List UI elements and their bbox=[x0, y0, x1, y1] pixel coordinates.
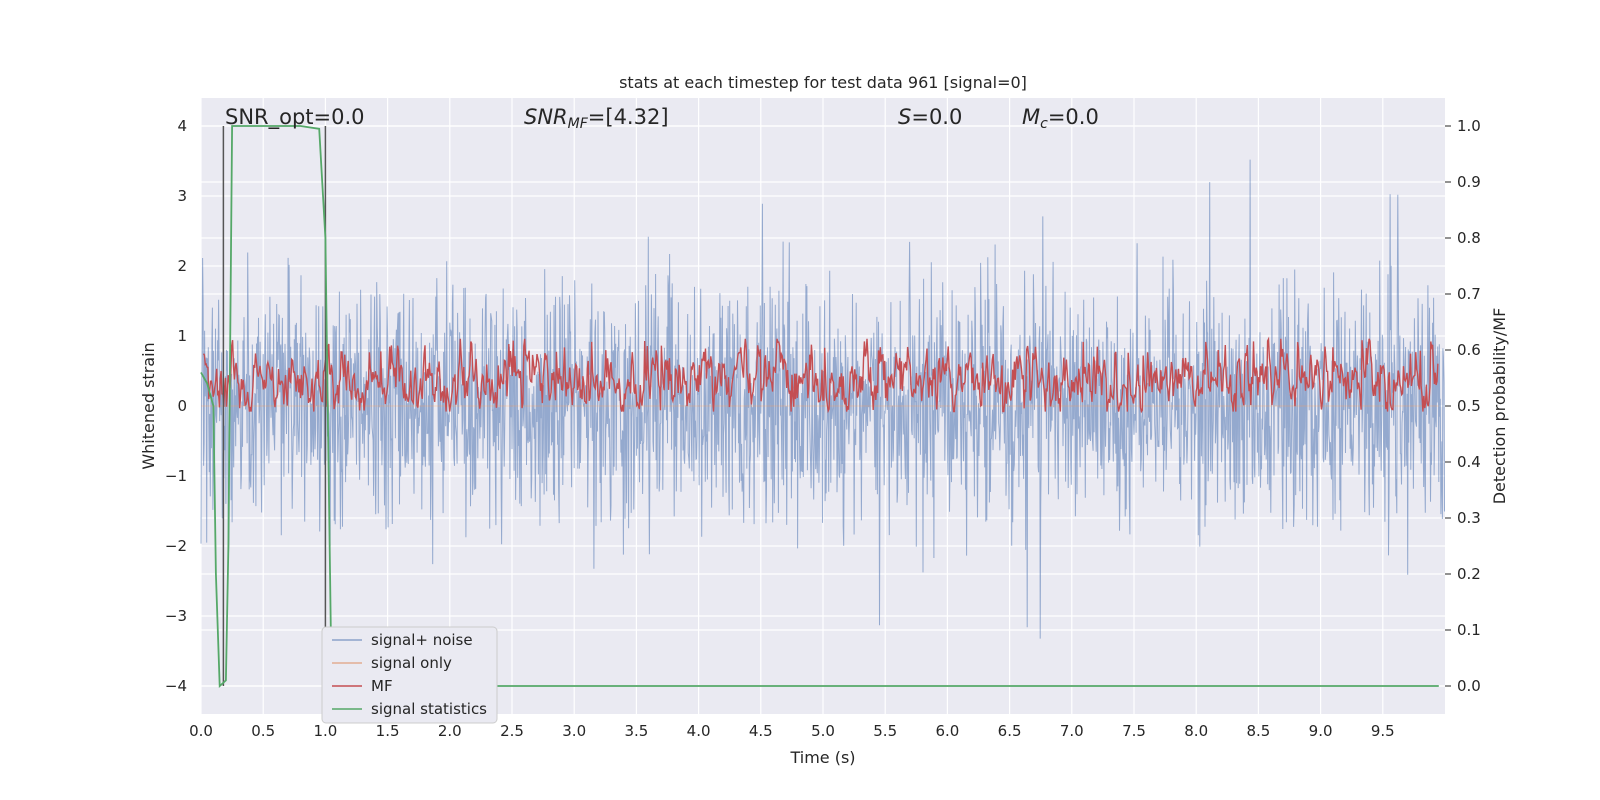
s-value: =0.0 bbox=[911, 105, 962, 129]
y-tick-label-right: 0.1 bbox=[1457, 621, 1481, 639]
y-tick-label-right: 0.9 bbox=[1457, 173, 1481, 191]
s-main: S bbox=[898, 105, 911, 129]
mc-annotation: Mc=0.0 bbox=[1022, 105, 1099, 132]
y-tick-label-left: −2 bbox=[165, 537, 187, 555]
y-tick-label-right: 1.0 bbox=[1457, 117, 1481, 135]
x-tick-label: 2.5 bbox=[500, 722, 524, 740]
y-tick-label-left: −1 bbox=[165, 467, 187, 485]
y-tick-label-right: 0.4 bbox=[1457, 453, 1481, 471]
y-tick-label-right: 0.6 bbox=[1457, 341, 1481, 359]
x-tick-label: 8.0 bbox=[1184, 722, 1208, 740]
y-tick-label-right: 0.0 bbox=[1457, 677, 1481, 695]
legend-label-signal-only: signal only bbox=[371, 654, 452, 672]
legend: signal+ noise signal only MF signal stat… bbox=[321, 626, 498, 724]
legend-label-noise: signal+ noise bbox=[371, 631, 473, 649]
snr-opt-annotation: SNR_opt=0.0 bbox=[225, 105, 365, 130]
s-annotation: S=0.0 bbox=[898, 105, 962, 129]
x-tick-label: 0.0 bbox=[189, 722, 213, 740]
x-tick-label: 7.0 bbox=[1060, 722, 1084, 740]
mc-value: =0.0 bbox=[1048, 105, 1099, 129]
y-tick-label-left: 1 bbox=[177, 327, 187, 345]
x-tick-label: 0.5 bbox=[251, 722, 275, 740]
y-tick-label-right: 0.2 bbox=[1457, 565, 1481, 583]
legend-label-signal-statistics: signal statistics bbox=[371, 700, 487, 718]
signal-statistics-series bbox=[200, 125, 1439, 688]
mc-sub: c bbox=[1040, 116, 1048, 132]
x-tick-label: 5.5 bbox=[873, 722, 897, 740]
x-tick-label: 9.5 bbox=[1371, 722, 1395, 740]
y-axis-left-label: Whitened strain bbox=[139, 342, 158, 469]
x-tick-label: 4.5 bbox=[749, 722, 773, 740]
legend-box bbox=[321, 626, 498, 724]
mf-line bbox=[202, 336, 1439, 414]
y-axis-right-label: Detection probability/MF bbox=[1490, 308, 1509, 505]
snr-mf-sub: MF bbox=[568, 116, 589, 132]
x-tick-label: 3.0 bbox=[562, 722, 586, 740]
x-tick-label: 6.5 bbox=[998, 722, 1022, 740]
chart-title: stats at each timestep for test data 961… bbox=[619, 73, 1027, 92]
x-tick-label: 7.5 bbox=[1122, 722, 1146, 740]
x-tick-label: 9.0 bbox=[1309, 722, 1333, 740]
y-tick-label-left: 0 bbox=[177, 397, 187, 415]
y-tick-label-right: 0.8 bbox=[1457, 229, 1481, 247]
x-tick-label: 2.0 bbox=[438, 722, 462, 740]
tick-marks: 0.0 0.5 1.0 1.5 2.0 2.5 3.0 3.5 4.0 4.5 5.0 5.5 6.0 6… bbox=[165, 117, 1481, 740]
snr-mf-value: =[4.32] bbox=[588, 105, 669, 129]
x-tick-label: 8.5 bbox=[1246, 722, 1270, 740]
x-tick-label: 4.0 bbox=[687, 722, 711, 740]
y-tick-label-left: 3 bbox=[177, 187, 187, 205]
x-tick-label: 6.0 bbox=[935, 722, 959, 740]
x-tick-label: 1.0 bbox=[313, 722, 337, 740]
x-axis-label: Time (s) bbox=[789, 748, 855, 767]
y-tick-label-right: 0.5 bbox=[1457, 397, 1481, 415]
mf-series bbox=[202, 336, 1439, 414]
y-tick-label-right: 0.7 bbox=[1457, 285, 1481, 303]
vertical-markers bbox=[222, 126, 327, 686]
x-tick-label: 3.5 bbox=[624, 722, 648, 740]
signal-statistics-line bbox=[200, 125, 1439, 688]
mc-main: M bbox=[1022, 105, 1040, 129]
y-tick-label-left: −3 bbox=[165, 607, 187, 625]
snr-mf-main: SNR bbox=[524, 105, 568, 129]
x-tick-label: 1.5 bbox=[376, 722, 400, 740]
y-tick-label-right: 0.3 bbox=[1457, 509, 1481, 527]
legend-label-mf: MF bbox=[371, 677, 393, 695]
snr-mf-annotation: SNRMF=[4.32] bbox=[524, 105, 669, 132]
y-tick-label-left: 2 bbox=[177, 257, 187, 275]
y-tick-label-left: 4 bbox=[177, 117, 187, 135]
y-tick-label-left: −4 bbox=[165, 677, 187, 695]
x-tick-label: 5.0 bbox=[811, 722, 835, 740]
